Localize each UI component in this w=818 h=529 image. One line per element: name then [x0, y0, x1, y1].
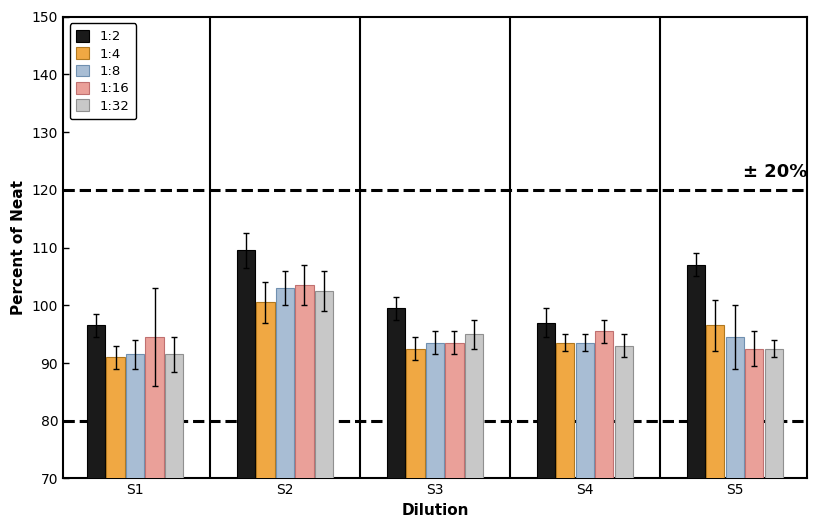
Bar: [706, 325, 725, 529]
Bar: [387, 308, 405, 529]
Bar: [745, 349, 763, 529]
Bar: [576, 343, 594, 529]
Bar: [276, 288, 294, 529]
Bar: [465, 334, 483, 529]
Bar: [765, 349, 783, 529]
Y-axis label: Percent of Neat: Percent of Neat: [11, 180, 26, 315]
Bar: [256, 303, 275, 529]
Bar: [615, 345, 633, 529]
Bar: [537, 323, 555, 529]
Bar: [87, 325, 105, 529]
Bar: [596, 331, 614, 529]
Bar: [687, 265, 705, 529]
Bar: [126, 354, 144, 529]
Text: ± 20%: ± 20%: [743, 163, 807, 181]
Bar: [726, 337, 744, 529]
Bar: [556, 343, 574, 529]
X-axis label: Dilution: Dilution: [401, 503, 469, 518]
Bar: [106, 357, 124, 529]
Bar: [407, 349, 425, 529]
Legend: 1:2, 1:4, 1:8, 1:16, 1:32: 1:2, 1:4, 1:8, 1:16, 1:32: [70, 23, 137, 120]
Bar: [237, 250, 255, 529]
Bar: [315, 291, 333, 529]
Bar: [146, 337, 164, 529]
Bar: [165, 354, 183, 529]
Bar: [426, 343, 444, 529]
Bar: [295, 285, 313, 529]
Bar: [445, 343, 464, 529]
